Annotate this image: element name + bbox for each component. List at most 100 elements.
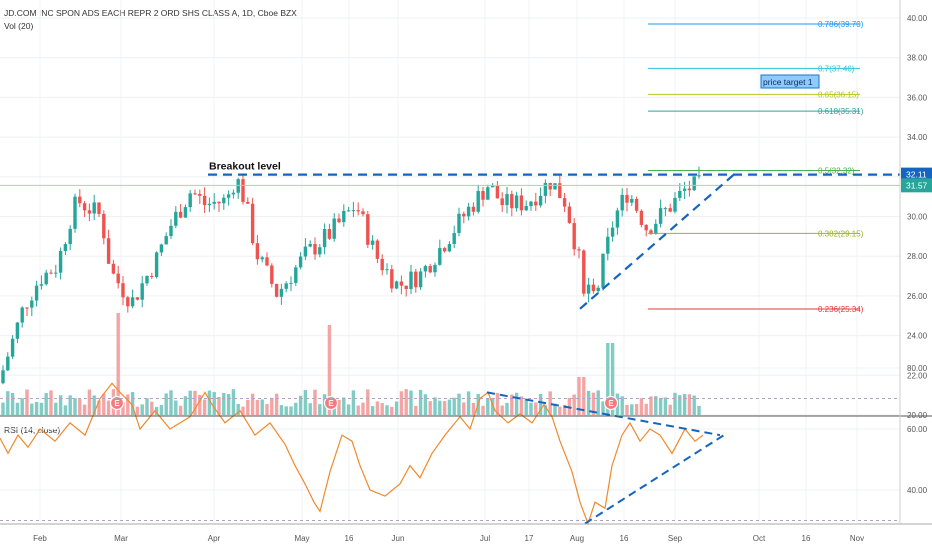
volume-bar — [663, 397, 668, 415]
candle-body — [188, 193, 192, 208]
candle-body — [418, 271, 423, 288]
volume-bar — [514, 392, 519, 415]
volume-bar — [697, 405, 701, 415]
candle-body — [466, 206, 471, 217]
candle-body — [663, 208, 668, 210]
candle-body — [486, 187, 490, 200]
volume-bar — [212, 392, 216, 415]
candle-body — [586, 284, 591, 294]
candle-body — [212, 201, 216, 204]
volume-bar — [265, 404, 269, 415]
candle-body — [351, 210, 356, 212]
volume-bar — [68, 395, 72, 415]
volume-bar — [466, 391, 471, 415]
candle-body — [625, 194, 629, 203]
volume-bar — [495, 392, 500, 415]
candle-body — [44, 272, 48, 285]
candle-body — [154, 252, 159, 277]
volume-bar — [121, 402, 125, 415]
volume-bar — [25, 389, 29, 415]
time-axis-tick: 16 — [802, 534, 811, 543]
volume-bar — [217, 397, 221, 415]
current-price-tag — [901, 178, 932, 193]
candle-body — [145, 275, 149, 284]
candle-body — [207, 203, 212, 206]
volume-bar — [30, 403, 34, 415]
candle-body — [6, 356, 10, 371]
volume-bar — [246, 399, 250, 415]
candle-body — [414, 271, 418, 288]
volume-bar — [591, 392, 596, 415]
rsi-line — [0, 382, 704, 526]
candle-body — [404, 285, 408, 289]
rsi-axis-tick: 40.00 — [907, 486, 928, 495]
candle-body — [250, 203, 255, 244]
candle-body — [692, 176, 696, 191]
volume-bar — [620, 396, 624, 415]
volume-bar — [385, 405, 389, 415]
fib-levels: 0.786(39.70) 0.7(37.46) 0.65(36.15) 0.618(3… — [0, 20, 900, 314]
volume-bar — [342, 397, 346, 415]
time-axis-tick: 16 — [620, 534, 629, 543]
volume-bar — [6, 391, 10, 415]
volume-bar — [346, 404, 351, 415]
volume-bar — [193, 390, 197, 415]
volume-bar — [438, 400, 442, 415]
candle-body — [514, 195, 519, 209]
volume-bar — [279, 405, 284, 415]
volume-bar — [404, 389, 408, 415]
candle-body — [697, 175, 701, 177]
candle-body — [394, 281, 399, 289]
volume-bar — [678, 395, 682, 415]
volume-bar — [486, 398, 490, 415]
volume-bar — [188, 390, 192, 415]
volume-bar — [538, 393, 543, 415]
candle-body — [178, 211, 183, 218]
volume-bar — [586, 390, 591, 415]
volume-indicator-label: Vol (20) — [4, 21, 34, 31]
candle-body — [140, 283, 144, 300]
volume-bar — [687, 394, 692, 415]
time-axis-tick: Jun — [392, 534, 405, 543]
candle-body — [519, 195, 524, 211]
level-price-tag-text: 32.11 — [906, 170, 927, 180]
volume-bar — [481, 405, 485, 415]
volume-bar — [34, 401, 39, 415]
earnings-marker-label: E — [608, 399, 614, 408]
candle-body — [284, 283, 288, 289]
volume-bar — [606, 343, 610, 415]
candle-body — [462, 213, 466, 217]
volume-bar — [366, 389, 370, 415]
volume-bar — [490, 398, 495, 415]
candle-body — [375, 240, 380, 259]
candle-body — [1, 370, 5, 384]
volume-bar — [270, 397, 274, 415]
candle-body — [596, 287, 600, 292]
candle-body — [438, 248, 442, 265]
candle-body — [500, 198, 504, 206]
candle-body — [543, 182, 548, 196]
volume-bar — [361, 402, 365, 415]
volume-bar — [644, 403, 648, 415]
volume-bar — [457, 393, 461, 415]
volume-bar — [519, 396, 524, 415]
volume-bar — [92, 395, 96, 415]
volume-bar — [178, 405, 183, 415]
volume-bar — [255, 399, 260, 415]
candle-body — [615, 210, 620, 228]
volume-bar — [428, 401, 432, 415]
volume-bar — [500, 405, 504, 415]
volume-bar — [634, 404, 639, 415]
volume-bar — [20, 398, 24, 415]
candle-body — [183, 207, 188, 218]
volume-bar — [534, 402, 538, 415]
volume-bar — [433, 397, 437, 415]
volume-bar — [390, 406, 394, 415]
volume-bar — [423, 394, 428, 415]
candle-body — [399, 281, 404, 286]
volume-bar — [198, 394, 202, 415]
candle-body — [318, 247, 322, 255]
volume-bar — [87, 389, 92, 415]
